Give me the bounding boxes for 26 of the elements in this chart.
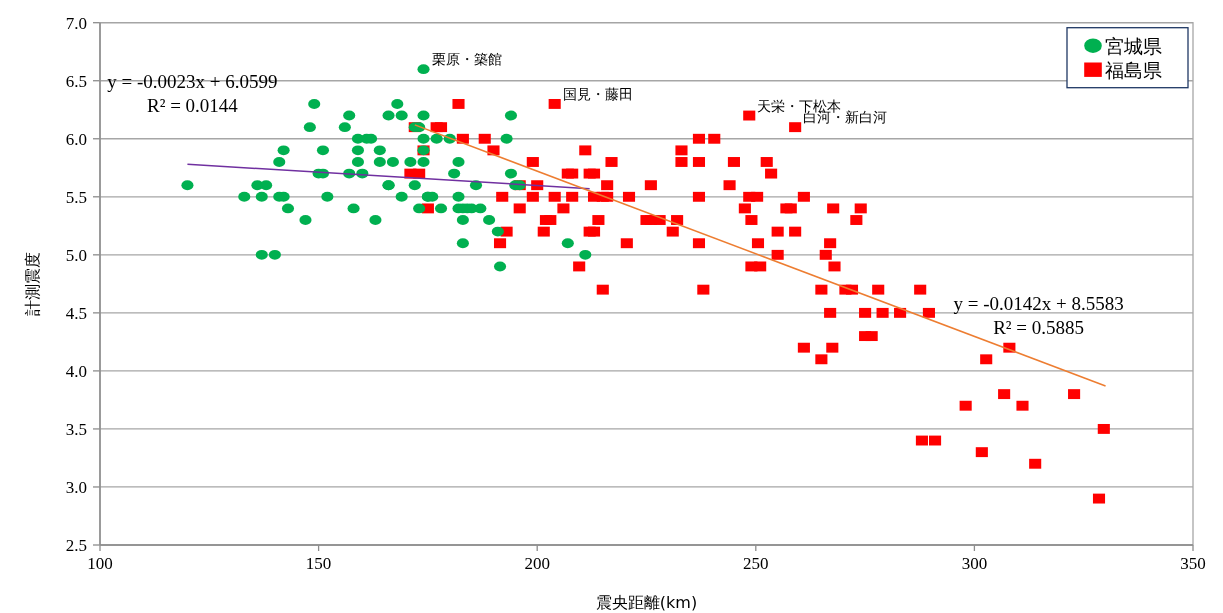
legend-label: 宮城県 [1105,34,1162,57]
y-axis-title: 計測震度 [23,251,42,316]
legend-label: 福島県 [1105,58,1162,81]
y-tick-label: 7.0 [65,13,87,33]
x-tick-label: 300 [961,554,988,573]
x-axis-title: 震央距離(km) [595,593,698,612]
x-tick-label: 200 [524,554,550,573]
x-tick-label: 350 [1180,554,1206,573]
x-tick-label: 150 [305,554,332,573]
y-tick-label: 6.0 [65,129,87,149]
y-tick-label: 4.0 [65,361,87,381]
annotation: 栗原・築館 [431,51,502,68]
annotation: y = -0.0023x + 6.0599 [107,71,278,93]
annotation: y = -0.0142x + 8.5583 [953,292,1124,314]
x-tick-label: 100 [87,554,113,573]
y-tick-label: 5.5 [65,187,87,207]
y-tick-label: 5.0 [65,245,87,265]
annotation: 国見・藤田 [562,85,633,102]
annotation: R² = 0.0144 [147,95,239,117]
y-tick-label: 4.5 [65,303,87,323]
y-tick-label: 2.5 [65,536,87,555]
annotation: R² = 0.5885 [993,316,1084,338]
y-tick-label: 3.5 [65,419,87,439]
x-tick-label: 250 [743,554,769,573]
y-tick-label: 6.5 [65,71,87,91]
y-tick-label: 3.0 [65,477,87,497]
